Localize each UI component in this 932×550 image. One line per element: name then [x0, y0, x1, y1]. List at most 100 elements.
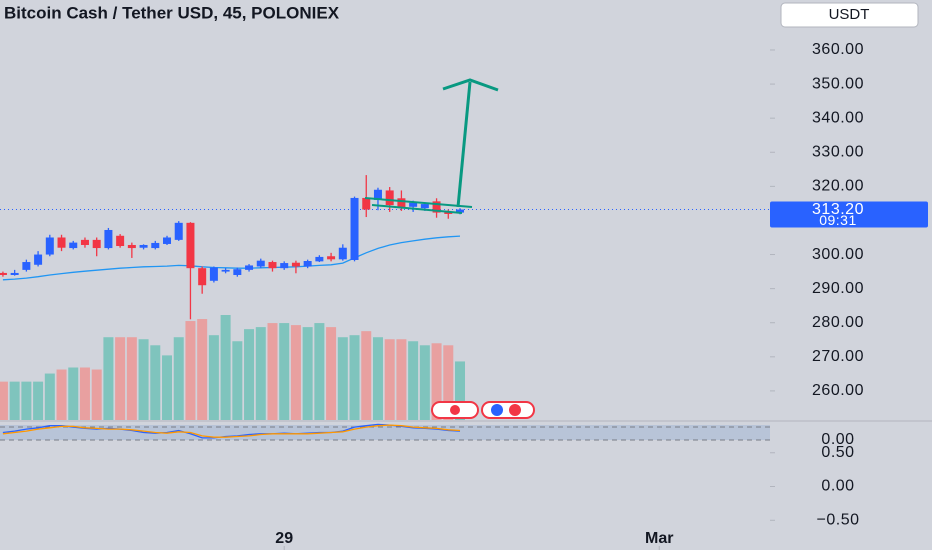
volume-bar — [33, 381, 44, 420]
candle-body — [186, 222, 195, 269]
osc-tick-label: −0.50 — [817, 512, 860, 529]
candle-body — [315, 256, 324, 262]
volume-bar — [9, 381, 20, 420]
volume-bar — [396, 339, 407, 420]
candle-body — [350, 197, 359, 260]
y-tick-label: 360.00 — [812, 41, 864, 58]
candle-body — [245, 265, 254, 270]
volume-bar — [431, 343, 442, 420]
osc-tick-label: 0.50 — [821, 444, 854, 461]
osc-tick-label: 0.00 — [821, 478, 854, 495]
volume-bar — [267, 323, 278, 420]
candle-body — [104, 229, 113, 249]
volume-bar — [103, 337, 114, 420]
flag-line — [371, 204, 463, 214]
candle-body — [385, 190, 394, 206]
candle-body — [432, 201, 441, 213]
volume-bar — [255, 327, 266, 420]
volume-bar — [302, 327, 313, 420]
volume-bar — [419, 345, 430, 420]
candle-body — [116, 235, 125, 247]
badge-icon — [450, 405, 460, 415]
y-tick-label: 300.00 — [812, 246, 864, 263]
candle-body — [92, 239, 101, 249]
drawing — [364, 78, 499, 214]
candle-body — [221, 269, 230, 272]
volume-bar — [126, 337, 137, 420]
candle-body — [57, 237, 66, 248]
x-tick-label: Mar — [645, 530, 673, 547]
countdown: 09:31 — [819, 212, 857, 228]
volume-bar — [232, 341, 243, 420]
last-price-label: 313.20 — [812, 201, 864, 218]
quote-button[interactable] — [780, 2, 919, 28]
volume-bar — [208, 335, 219, 420]
x-tick-label: 29 — [275, 530, 293, 547]
volume-bar — [21, 381, 32, 420]
last-price-badge — [770, 201, 928, 228]
volume-bar — [162, 355, 173, 420]
arrow-head — [442, 78, 499, 92]
volume-bar — [455, 361, 466, 420]
candle-body — [198, 268, 207, 286]
candle-body — [45, 237, 54, 255]
chart-title: Bitcoin Cash / Tether USD, 45, POLONIEX — [4, 3, 340, 22]
plot: 260.00270.00280.00290.00300.00310.00320.… — [0, 41, 864, 550]
badge — [481, 401, 535, 419]
volume-bar — [44, 373, 55, 420]
candle-body — [209, 267, 218, 281]
badge-icon — [509, 404, 521, 416]
candle-body — [10, 272, 19, 275]
candle-body — [139, 244, 148, 248]
y-tick-label: 330.00 — [812, 143, 864, 160]
candle-body — [174, 222, 183, 240]
volume-bar — [68, 367, 79, 420]
candle-body — [268, 262, 277, 269]
candle-body — [22, 262, 31, 270]
oscillator-band — [0, 425, 770, 440]
y-tick-label: 280.00 — [812, 314, 864, 331]
ma-line — [2, 235, 461, 281]
volume-bar — [173, 337, 184, 420]
candle-body — [256, 260, 265, 267]
volume-bar — [56, 369, 67, 420]
volume-bar — [314, 323, 325, 420]
clipped-tick-label: 0.00 — [821, 431, 854, 448]
y-tick-label: 290.00 — [812, 280, 864, 297]
volume-bar — [244, 329, 255, 420]
candle-body — [80, 239, 89, 245]
volume-bar — [349, 335, 360, 420]
candle-body — [163, 237, 172, 244]
y-tick-label: 260.00 — [812, 382, 864, 399]
candle-body — [303, 261, 312, 267]
quote-button-label[interactable]: USDT — [829, 6, 870, 23]
flag-line — [364, 197, 473, 208]
y-tick-label: 320.00 — [812, 178, 864, 195]
volume-bar — [0, 381, 8, 420]
candle-body — [338, 247, 347, 260]
badge-icon — [491, 404, 503, 416]
volume-bar — [79, 367, 90, 420]
volume-bar — [361, 331, 372, 420]
y-tick-label: 270.00 — [812, 348, 864, 365]
candle-body — [409, 202, 418, 207]
y-tick-label: 350.00 — [812, 75, 864, 92]
candle-body — [397, 198, 406, 208]
volume-bar — [279, 323, 290, 420]
volume-bar — [115, 337, 126, 420]
candle-body — [34, 254, 43, 265]
volume-bar — [372, 337, 383, 420]
volume-bar — [150, 345, 161, 420]
volume-bar — [408, 341, 419, 420]
candle-body — [280, 263, 289, 269]
volume-bar — [185, 321, 196, 420]
volume-bar — [326, 327, 337, 420]
volume-bar — [220, 315, 231, 420]
volume-bar — [443, 345, 454, 420]
candle-body — [373, 189, 382, 200]
osc-line — [2, 424, 461, 438]
volume-bar — [290, 325, 301, 420]
